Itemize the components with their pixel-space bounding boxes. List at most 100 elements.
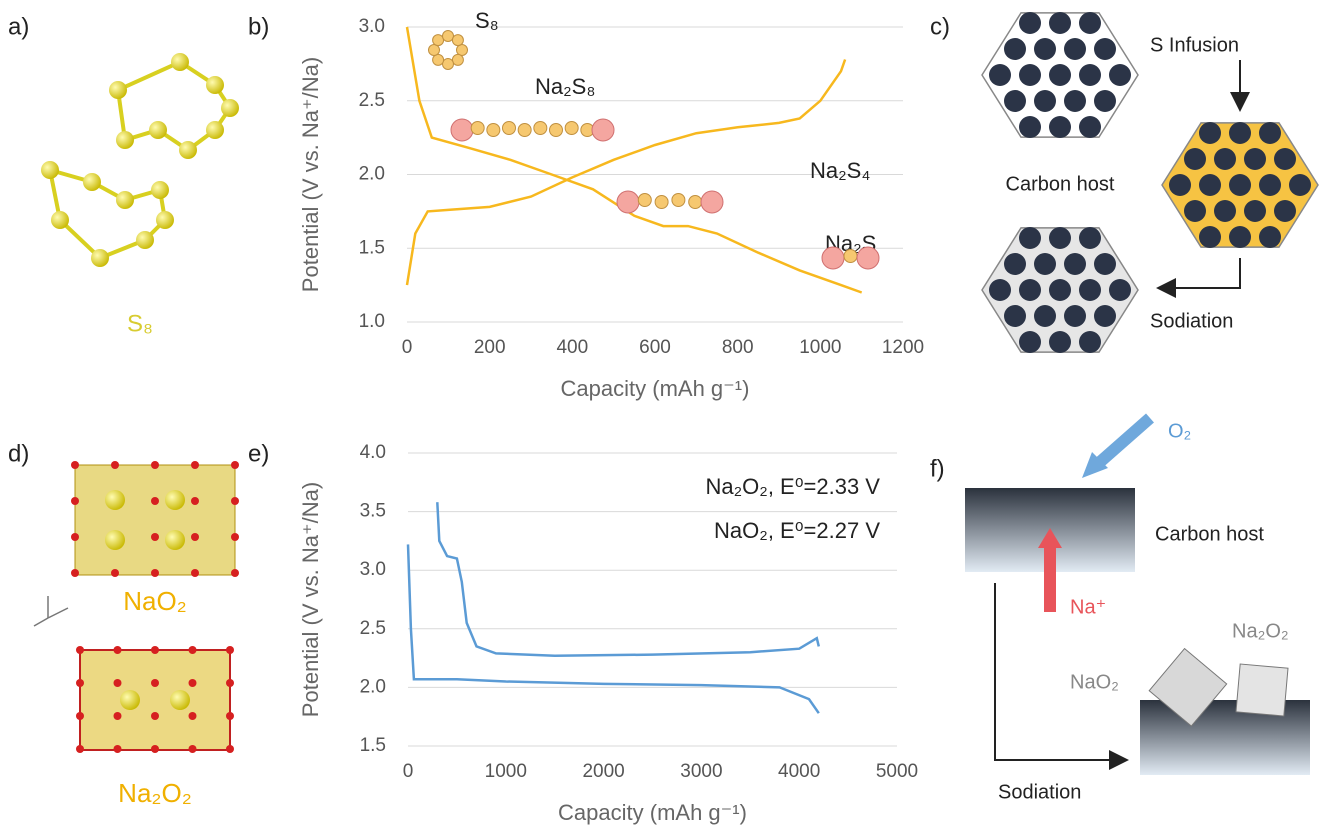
carbon-dot bbox=[1199, 174, 1221, 196]
carbon-dot bbox=[1049, 331, 1071, 353]
product-label: Na₂O₂ bbox=[1232, 620, 1289, 642]
x-axis-title: Capacity (mAh g⁻¹) bbox=[561, 376, 750, 401]
atom bbox=[91, 249, 109, 267]
carbon-dot bbox=[1019, 12, 1041, 34]
y-tick-label: 2.5 bbox=[360, 618, 386, 639]
s-atom bbox=[486, 123, 501, 137]
molecule-label: S₈ bbox=[127, 310, 153, 337]
carbon-dot bbox=[1004, 305, 1026, 327]
carbon-dot bbox=[1079, 64, 1101, 86]
carbon-dot bbox=[1049, 279, 1071, 301]
x-tick-label: 1000 bbox=[799, 337, 841, 358]
carbon-dot bbox=[1079, 331, 1101, 353]
crystal bbox=[1148, 647, 1228, 727]
carbon-dot bbox=[1049, 227, 1071, 249]
carbon-dot bbox=[1094, 305, 1116, 327]
panel-label: e) bbox=[248, 440, 269, 467]
oxygen bbox=[231, 569, 239, 577]
atom bbox=[51, 211, 69, 229]
s-atom bbox=[843, 249, 858, 263]
carbon-dot bbox=[1004, 253, 1026, 275]
x-tick-label: 200 bbox=[474, 337, 506, 358]
carbon-dot bbox=[1034, 38, 1056, 60]
oxygen bbox=[188, 679, 197, 687]
oxygen bbox=[151, 679, 159, 687]
atom bbox=[206, 121, 224, 139]
oxygen bbox=[226, 745, 234, 753]
oxygen bbox=[71, 497, 79, 505]
carbon-dot bbox=[1229, 174, 1251, 196]
oxygen bbox=[151, 461, 159, 469]
annotation: NaO₂, E⁰=2.27 V bbox=[714, 518, 880, 543]
s-atom bbox=[533, 121, 548, 135]
x-tick-label: 800 bbox=[722, 337, 754, 358]
x-tick-label: 1000 bbox=[485, 761, 527, 782]
s-atom bbox=[470, 121, 485, 135]
carbon-dot bbox=[1199, 122, 1221, 144]
s-atom bbox=[432, 34, 445, 47]
carbon-dot bbox=[1244, 148, 1266, 170]
oxygen bbox=[191, 497, 199, 505]
y-tick-label: 4.0 bbox=[360, 442, 386, 463]
carbon-dot bbox=[1049, 64, 1071, 86]
oxygen bbox=[151, 712, 159, 720]
oxygen bbox=[76, 712, 84, 720]
oxygen bbox=[71, 461, 79, 469]
product-label: NaO₂ bbox=[1070, 671, 1119, 693]
arrow bbox=[1096, 413, 1154, 467]
curve bbox=[436, 502, 821, 658]
y-tick-label: 2.5 bbox=[359, 90, 385, 111]
gas-label: O₂ bbox=[1168, 420, 1191, 442]
oxygen bbox=[151, 646, 159, 654]
carbon-dot bbox=[1064, 90, 1086, 112]
carbon-dot bbox=[1184, 200, 1206, 222]
carbon-dot bbox=[1109, 279, 1131, 301]
na-atom bbox=[821, 246, 845, 270]
carbon-dot bbox=[1229, 122, 1251, 144]
x-axis-title: Capacity (mAh g⁻¹) bbox=[558, 800, 747, 825]
curve bbox=[406, 544, 820, 714]
crystal bbox=[74, 464, 236, 751]
ion-label: Na⁺ bbox=[1070, 596, 1106, 618]
carbon-dot bbox=[1244, 200, 1266, 222]
oxygen bbox=[151, 745, 159, 753]
panel-label: f) bbox=[930, 455, 945, 482]
x-tick-label: 0 bbox=[403, 761, 414, 782]
carbon-dot bbox=[1019, 227, 1041, 249]
step-label: Sodiation bbox=[1150, 310, 1233, 332]
oxygen bbox=[111, 461, 119, 469]
oxygen bbox=[188, 745, 197, 753]
atom bbox=[116, 191, 134, 209]
atom bbox=[83, 173, 101, 191]
s-atom bbox=[432, 53, 445, 66]
oxygen bbox=[113, 712, 122, 720]
crystal-label: NaO₂ bbox=[123, 586, 187, 616]
carbon-dot bbox=[1274, 148, 1296, 170]
x-tick-label: 4000 bbox=[778, 761, 820, 782]
s8-molecule bbox=[41, 53, 239, 267]
atoms bbox=[71, 461, 239, 753]
y-tick-label: 3.0 bbox=[360, 559, 386, 580]
oxygen bbox=[191, 461, 199, 469]
arrow-head bbox=[1082, 452, 1108, 478]
carbon-dot bbox=[989, 64, 1011, 86]
oxygen bbox=[71, 569, 79, 577]
na-atom bbox=[591, 118, 615, 142]
carbon-dot bbox=[1169, 174, 1191, 196]
curve bbox=[405, 59, 847, 286]
carbon-hosts bbox=[981, 12, 1319, 353]
oxygen bbox=[71, 533, 79, 541]
oxygen bbox=[151, 569, 159, 577]
y-tick-label: 2.0 bbox=[359, 164, 385, 185]
annotation: Na₂S₄ bbox=[810, 158, 870, 183]
carbon-dot bbox=[1184, 148, 1206, 170]
host-label: Carbon host bbox=[1155, 523, 1264, 545]
x-tick-label: 5000 bbox=[876, 761, 918, 782]
sodium bbox=[120, 690, 140, 710]
s-atom bbox=[637, 193, 652, 207]
oxygen bbox=[113, 679, 122, 687]
x-tick-label: 400 bbox=[556, 337, 588, 358]
s-atom bbox=[456, 44, 468, 56]
sodium bbox=[105, 530, 125, 550]
oxygen bbox=[76, 745, 84, 753]
